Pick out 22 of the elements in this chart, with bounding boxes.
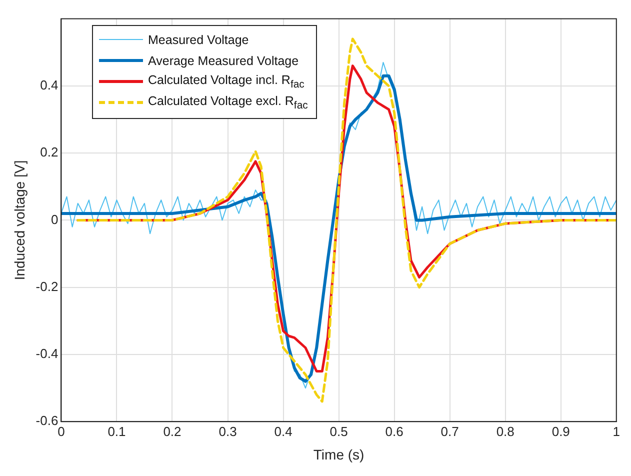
y-tick-label: 0: [50, 212, 58, 227]
y-tick-label: 0.2: [40, 144, 58, 160]
x-tick-label: 0.6: [385, 424, 404, 439]
x-tick-label: 0.8: [496, 424, 514, 439]
legend-label: Measured Voltage: [148, 32, 249, 46]
y-tick-label: -0.2: [36, 278, 58, 294]
legend-label: Calculated Voltage excl. R$_{fac}$: [148, 94, 308, 112]
x-tick-label: 0.1: [108, 424, 126, 439]
x-tick-label: 0.5: [330, 424, 348, 439]
x-tick-label: 0.9: [552, 424, 570, 439]
x-axis-title: Time (s): [313, 446, 364, 462]
x-tick-label: 0.3: [218, 424, 237, 439]
y-tick-label: -0.4: [36, 346, 58, 362]
y-tick-label: 0.4: [40, 78, 58, 93]
y-axis-title: Induced voltage [V]: [11, 160, 28, 280]
legend-label: Average Measured Voltage: [148, 54, 299, 68]
x-tick-label: 1: [612, 424, 620, 439]
x-tick-label: 0.2: [163, 424, 182, 439]
legend-label: Calculated Voltage incl. R$_{fac}$: [148, 72, 304, 90]
x-tick-label: 0.7: [440, 424, 459, 439]
y-tick-label: -0.6: [36, 413, 58, 428]
x-tick-label: 0.4: [274, 424, 292, 439]
